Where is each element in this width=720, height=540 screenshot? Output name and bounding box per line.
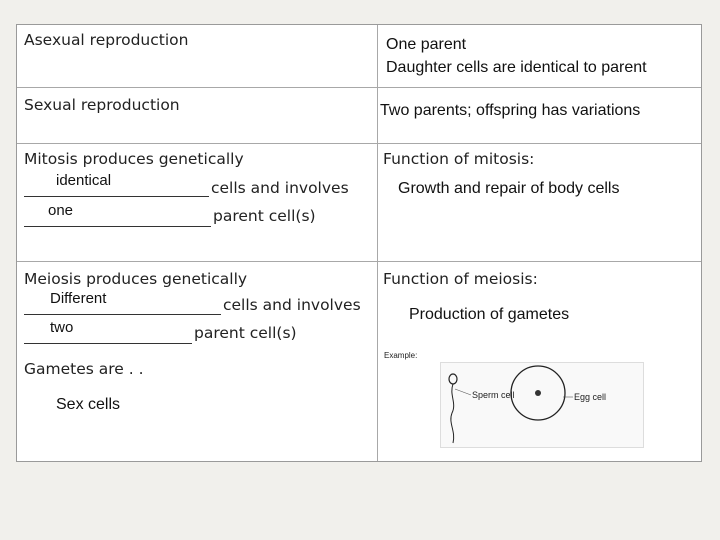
meiosis-function-title: Function of meiosis:	[383, 270, 538, 288]
gamete-figure: Sperm cell Egg cell	[440, 362, 644, 448]
sperm-tail-icon	[450, 383, 455, 444]
meiosis-prompt-cont-2: parent cell(s)	[194, 324, 297, 342]
meiosis-answer-1: Different	[50, 290, 107, 307]
mitosis-prompt-cont-2: parent cell(s)	[213, 207, 316, 225]
row-divider	[17, 87, 701, 88]
egg-cell-icon	[510, 365, 566, 421]
egg-label: Egg cell	[574, 392, 606, 402]
mitosis-function-title: Function of mitosis:	[383, 150, 535, 168]
asexual-label: Asexual reproduction	[24, 31, 189, 49]
mitosis-answer-1: identical	[56, 172, 112, 189]
mitosis-blank-2: one	[24, 202, 211, 227]
sperm-pointer	[454, 388, 472, 396]
column-divider	[377, 25, 378, 461]
asexual-description-line2: Daughter cells are identical to parent	[386, 59, 647, 76]
row-divider	[17, 261, 701, 262]
sexual-description: Two parents; offspring has variations	[380, 102, 641, 119]
meiosis-function-text: Production of gametes	[409, 306, 570, 323]
mitosis-prompt: Mitosis produces genetically	[24, 150, 244, 168]
example-label: Example:	[384, 351, 418, 360]
meiosis-answer-2: two	[50, 319, 74, 336]
meiosis-blank-1: Different	[24, 290, 221, 315]
mitosis-prompt-cont-1: cells and involves	[211, 179, 349, 197]
mitosis-answer-2: one	[48, 202, 74, 219]
meiosis-prompt: Meiosis produces genetically	[24, 270, 248, 288]
mitosis-blank-1: identical	[24, 172, 209, 197]
asexual-description-line1: One parent	[386, 36, 467, 53]
sperm-head-icon	[448, 373, 458, 385]
sexual-label: Sexual reproduction	[24, 96, 180, 114]
meiosis-prompt-cont-1: cells and involves	[223, 296, 361, 314]
mitosis-function-text: Growth and repair of body cells	[398, 180, 620, 197]
gametes-answer: Sex cells	[56, 396, 121, 413]
egg-nucleus-icon	[535, 390, 541, 396]
row-divider	[17, 143, 701, 144]
gamete-illustration: Sperm cell Egg cell	[448, 365, 606, 444]
meiosis-blank-2: two	[24, 319, 192, 344]
gametes-prompt: Gametes are . .	[24, 360, 144, 378]
worksheet-table	[16, 24, 702, 462]
sperm-label: Sperm cell	[472, 390, 515, 400]
